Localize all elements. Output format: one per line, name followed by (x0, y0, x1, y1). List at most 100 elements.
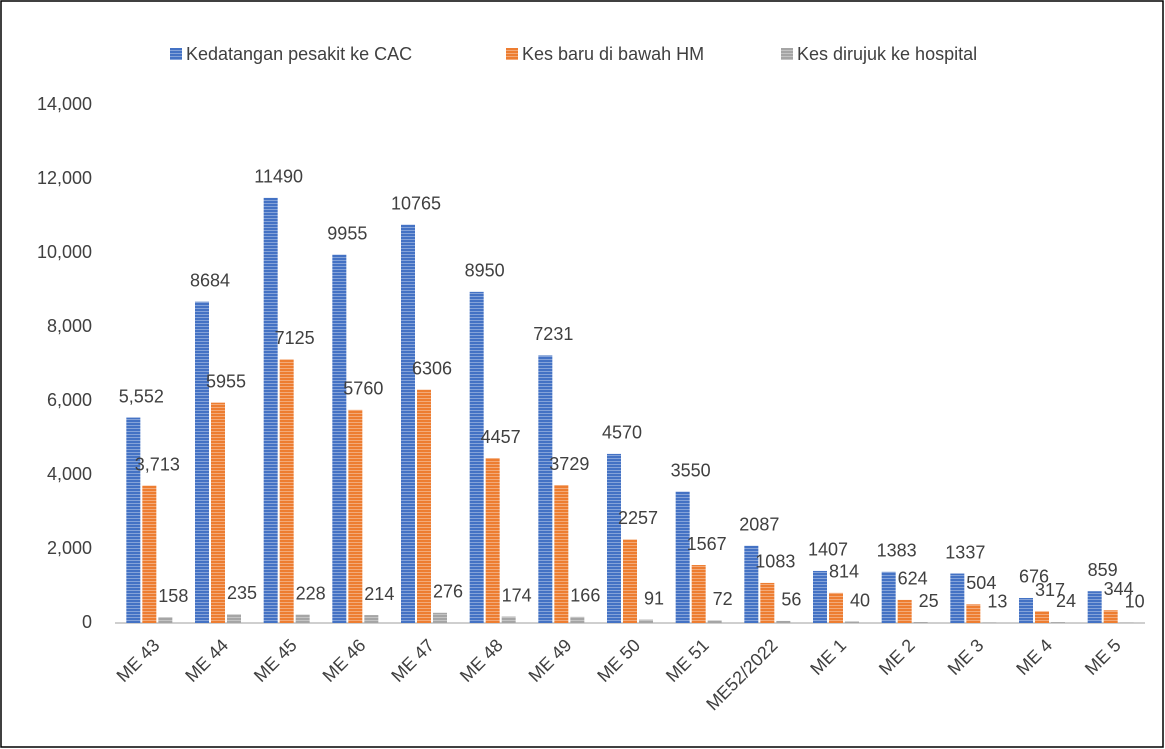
bar (1019, 597, 1033, 623)
bar (469, 291, 484, 623)
bar (554, 485, 569, 623)
data-label: 1083 (755, 552, 795, 572)
bar (1087, 591, 1102, 623)
bar (279, 359, 294, 623)
bar (538, 355, 553, 623)
bar (607, 453, 621, 623)
data-label: 7125 (275, 328, 315, 348)
y-tick-label: 12,000 (37, 168, 92, 188)
bar (295, 614, 310, 623)
bar (691, 565, 706, 623)
bar (126, 417, 141, 623)
bar (639, 619, 653, 623)
data-label: 676 (1019, 567, 1049, 587)
y-tick-label: 4,000 (47, 464, 92, 484)
bar (227, 614, 241, 623)
bar (845, 621, 859, 623)
data-label: 11490 (254, 167, 303, 187)
y-tick-label: 14,000 (37, 94, 92, 114)
bar (332, 254, 347, 624)
data-label: 1567 (687, 534, 727, 554)
data-label: 5,552 (119, 386, 164, 406)
data-label: 91 (644, 588, 664, 608)
legend-swatch (170, 48, 182, 60)
bar (158, 617, 173, 623)
bar (881, 571, 896, 623)
bar (623, 539, 637, 623)
legend-label: Kes baru di bawah HM (522, 44, 704, 64)
data-label: 5760 (343, 379, 383, 399)
data-label: 10 (1125, 591, 1145, 611)
data-label: 276 (433, 582, 463, 602)
bar (675, 491, 690, 623)
bar (966, 604, 981, 623)
bar (744, 545, 759, 623)
bar (417, 389, 431, 623)
bar (570, 616, 585, 623)
y-tick-label: 0 (82, 612, 92, 632)
data-label: 40 (850, 590, 870, 610)
data-label: 3729 (549, 454, 589, 474)
data-label: 3,713 (135, 454, 180, 474)
data-label: 344 (1104, 579, 1134, 599)
data-label: 10765 (391, 193, 441, 213)
data-label: 1337 (945, 542, 985, 562)
data-label: 56 (781, 590, 801, 610)
bar (707, 620, 722, 623)
bar (142, 485, 157, 623)
data-label: 174 (502, 585, 532, 605)
data-label: 8684 (190, 270, 230, 290)
data-label: 24 (1056, 591, 1076, 611)
data-label: 8950 (465, 261, 505, 281)
data-label: 814 (829, 562, 859, 582)
bar (401, 224, 415, 623)
bar (364, 615, 379, 623)
bar (1035, 611, 1049, 623)
data-label: 859 (1088, 560, 1118, 580)
data-label: 72 (713, 589, 733, 609)
bar (433, 612, 447, 623)
bar (195, 301, 209, 623)
data-label: 25 (919, 591, 939, 611)
bar (485, 458, 500, 623)
bar (1103, 610, 1118, 623)
bar (913, 622, 928, 623)
bar (501, 616, 516, 623)
legend-swatch (506, 48, 518, 60)
bar (813, 570, 827, 623)
y-tick-label: 2,000 (47, 538, 92, 558)
data-label: 504 (966, 573, 996, 593)
y-tick-label: 6,000 (47, 390, 92, 410)
data-label: 6306 (412, 358, 452, 378)
y-tick-label: 8,000 (47, 316, 92, 336)
bar (1051, 622, 1065, 623)
data-label: 235 (227, 583, 257, 603)
bar (263, 197, 278, 623)
data-label: 2087 (739, 515, 779, 535)
bar (950, 573, 965, 623)
legend-swatch (781, 48, 793, 60)
data-label: 166 (570, 586, 600, 606)
bar (348, 409, 363, 623)
data-label: 1383 (877, 541, 917, 561)
bar (897, 599, 912, 623)
bar (829, 592, 843, 623)
data-label: 624 (898, 569, 928, 589)
y-tick-label: 10,000 (37, 242, 92, 262)
data-label: 13 (987, 591, 1007, 611)
data-label: 158 (158, 586, 188, 606)
data-label: 4570 (602, 423, 642, 443)
bar (211, 402, 225, 623)
legend-label: Kes dirujuk ke hospital (797, 44, 977, 64)
data-label: 2257 (618, 508, 658, 528)
bar (760, 582, 775, 623)
data-label: 1407 (808, 540, 848, 560)
data-label: 5955 (206, 371, 246, 391)
data-label: 9955 (327, 223, 367, 243)
data-label: 7231 (533, 324, 573, 344)
data-label: 4457 (481, 427, 521, 447)
data-label: 3550 (671, 460, 711, 480)
data-label: 214 (364, 584, 394, 604)
